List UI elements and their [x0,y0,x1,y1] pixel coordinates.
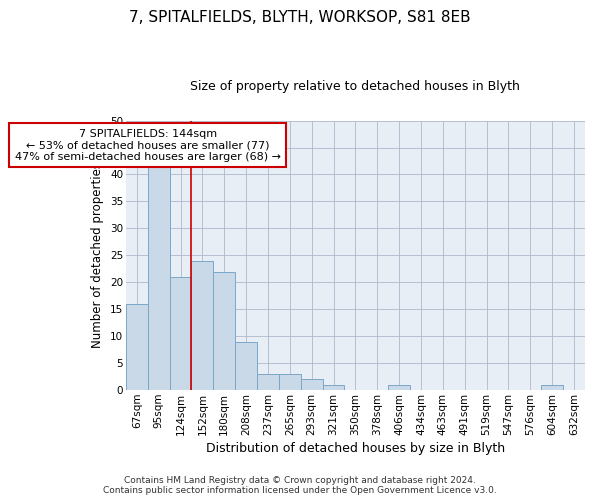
Text: 7, SPITALFIELDS, BLYTH, WORKSOP, S81 8EB: 7, SPITALFIELDS, BLYTH, WORKSOP, S81 8EB [129,10,471,25]
Bar [235,342,257,390]
Bar [323,385,344,390]
Bar [170,277,191,390]
Bar [191,260,214,390]
Bar [279,374,301,390]
Bar [301,380,323,390]
Text: 7 SPITALFIELDS: 144sqm
← 53% of detached houses are smaller (77)
47% of semi-det: 7 SPITALFIELDS: 144sqm ← 53% of detached… [15,128,281,162]
Bar [126,304,148,390]
Bar [388,385,410,390]
Bar [257,374,279,390]
Bar [148,164,170,390]
Title: Size of property relative to detached houses in Blyth: Size of property relative to detached ho… [190,80,520,93]
X-axis label: Distribution of detached houses by size in Blyth: Distribution of detached houses by size … [206,442,505,455]
Y-axis label: Number of detached properties: Number of detached properties [91,162,104,348]
Bar [214,272,235,390]
Bar [541,385,563,390]
Text: Contains HM Land Registry data © Crown copyright and database right 2024.
Contai: Contains HM Land Registry data © Crown c… [103,476,497,495]
